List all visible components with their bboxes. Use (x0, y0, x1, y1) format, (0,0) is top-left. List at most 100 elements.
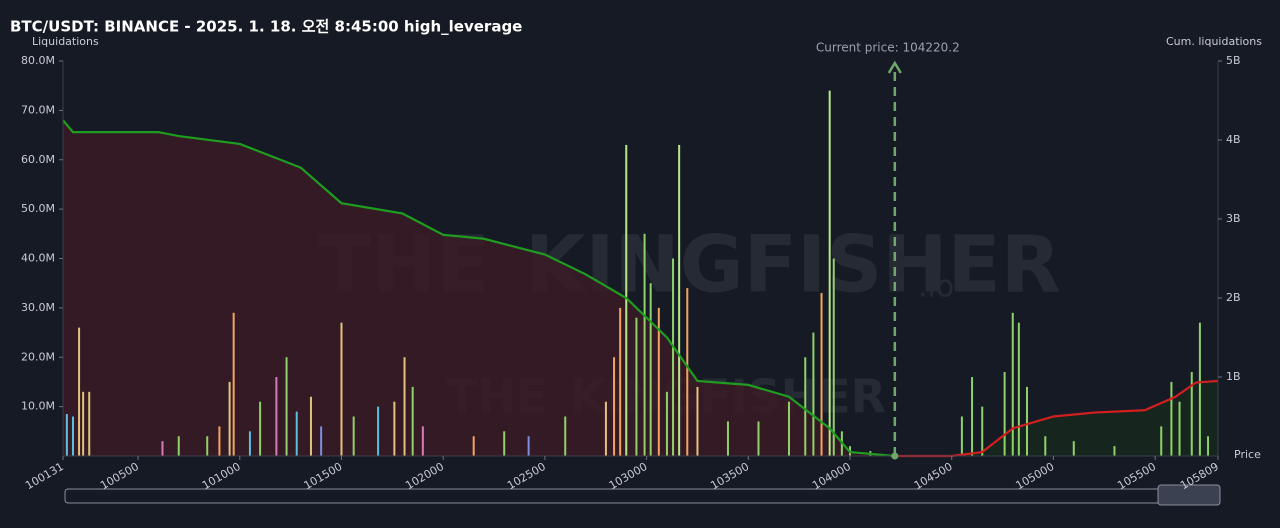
bar (1113, 446, 1116, 456)
bar (503, 431, 506, 456)
bar (411, 386, 414, 456)
x-tick-label: 105500 (1115, 460, 1158, 492)
x-tick-label: 102500 (505, 460, 548, 492)
bar (393, 401, 396, 456)
bar (657, 307, 660, 456)
bar (82, 391, 85, 456)
y2-tick-label: 4B (1226, 133, 1241, 146)
y-tick-label: 60.0M (21, 153, 55, 166)
bar (88, 391, 91, 456)
bar (649, 283, 652, 456)
bar (820, 293, 823, 456)
x-tick-label: 100131 (23, 460, 66, 492)
y2-tick-label: 3B (1226, 212, 1241, 225)
bar (377, 406, 380, 456)
bar (295, 411, 298, 456)
bar (804, 357, 807, 456)
y2-tick-label: 2B (1226, 291, 1241, 304)
current-price-label: Current price: 104220.2 (816, 41, 960, 55)
bar (65, 414, 68, 456)
bar (696, 386, 699, 456)
bar (177, 436, 180, 456)
bar (1170, 381, 1173, 456)
x-tick-label: 104000 (810, 460, 853, 492)
bar (161, 441, 164, 456)
bar (828, 90, 831, 456)
bar (1198, 322, 1201, 456)
bar (960, 416, 963, 456)
x-tick-label: 104500 (912, 460, 955, 492)
bar (619, 307, 622, 456)
scrollbar-handle[interactable] (1157, 484, 1221, 506)
bar (686, 288, 689, 456)
current-price-arrow (887, 60, 902, 74)
scrollbar[interactable] (64, 488, 1221, 504)
x-tick-label: 102000 (403, 460, 446, 492)
x-axis-label: Price (1234, 448, 1261, 461)
bar (1011, 312, 1014, 456)
bar (218, 426, 221, 456)
x-tick-label: 100500 (98, 460, 141, 492)
bar (672, 258, 675, 456)
current-price-dot (891, 452, 899, 460)
x-tick-label: 103500 (708, 460, 751, 492)
bar (678, 144, 681, 456)
y-tick-label: 50.0M (21, 202, 55, 215)
x-tick-label: 101500 (302, 460, 345, 492)
bar (71, 416, 74, 456)
chart-title: BTC/USDT: BINANCE - 2025. 1. 18. 오전 8:45… (10, 18, 522, 36)
y-tick-label: 20.0M (21, 350, 55, 363)
bar (248, 431, 251, 456)
bar (625, 144, 628, 456)
x-tick-label: 103000 (607, 460, 650, 492)
bar (1003, 372, 1006, 456)
bar (832, 258, 835, 456)
bar (206, 436, 209, 456)
bar (352, 416, 355, 456)
bar (1025, 386, 1028, 456)
bar (285, 357, 288, 456)
y-tick-label: 30.0M (21, 301, 55, 314)
cumulative-area (894, 380, 1218, 456)
bar (812, 332, 815, 456)
bar (1017, 322, 1020, 456)
bar (1160, 426, 1163, 456)
bar (757, 421, 760, 456)
bar (1207, 436, 1210, 456)
y2-tick-label: 5B (1226, 54, 1241, 67)
y-axis-label: Liquidations (32, 35, 99, 48)
bar (472, 436, 475, 456)
bar (228, 381, 231, 456)
bar (665, 391, 668, 456)
bar (78, 327, 81, 456)
bar (726, 421, 729, 456)
bar (275, 377, 278, 456)
bar (320, 426, 323, 456)
bar (635, 317, 638, 456)
y-tick-label: 80.0M (21, 54, 55, 67)
bar (787, 401, 790, 456)
bar (340, 322, 343, 456)
y-tick-label: 10.0M (21, 400, 55, 413)
cumulative-line (62, 119, 895, 458)
y-tick-label: 70.0M (21, 103, 55, 116)
bar (1044, 436, 1047, 456)
bar (613, 357, 616, 456)
y2-tick-label: 1B (1226, 370, 1241, 383)
cumulative-line (894, 379, 1219, 458)
bar (1190, 372, 1193, 456)
bar (643, 233, 646, 456)
bar (259, 401, 262, 456)
bar (1072, 441, 1075, 456)
bar (403, 357, 406, 456)
bar (971, 377, 974, 456)
bar (604, 401, 607, 456)
bar (232, 312, 235, 456)
bar (564, 416, 567, 456)
bar (527, 436, 530, 456)
x-tick-label: 101000 (200, 460, 243, 492)
bar (421, 426, 424, 456)
y2-axis-label: Cum. liquidations (1166, 35, 1262, 48)
